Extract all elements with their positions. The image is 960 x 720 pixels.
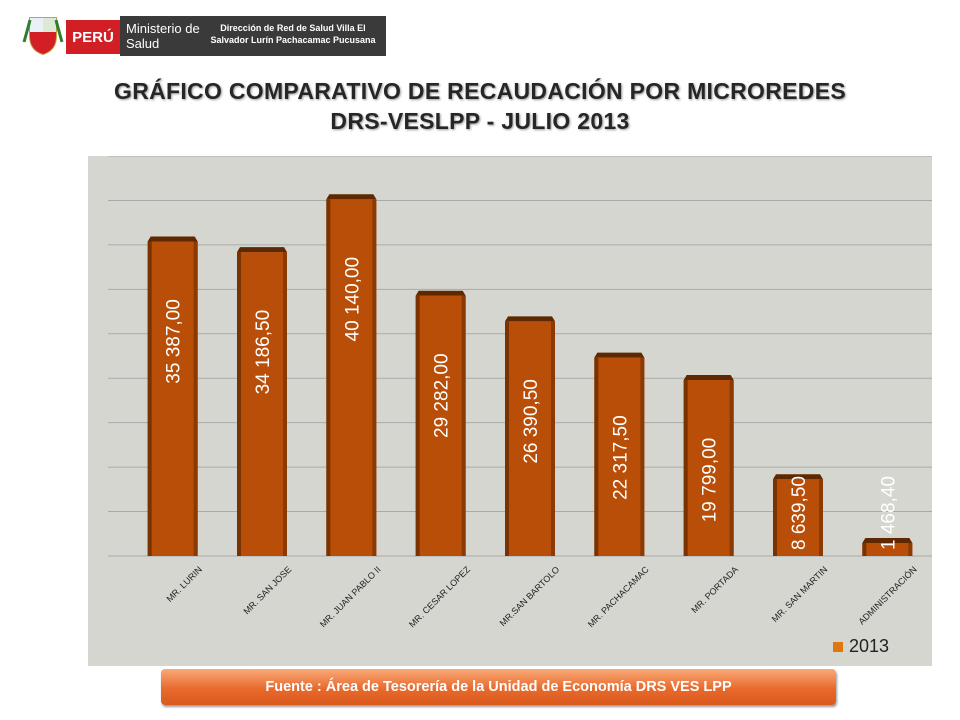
bar-top bbox=[505, 316, 555, 322]
bar-value-label: 1 468,40 bbox=[878, 476, 899, 550]
ministry-label: Ministerio de Salud bbox=[120, 16, 200, 56]
bar bbox=[594, 357, 645, 556]
legend: 2013 bbox=[833, 636, 889, 657]
bar-top bbox=[683, 375, 734, 381]
bar-value-label: 8 639,50 bbox=[789, 476, 810, 550]
category-label: MR. PORTADA bbox=[689, 564, 740, 615]
bar bbox=[683, 380, 734, 556]
bar-top bbox=[237, 247, 287, 253]
bar-side bbox=[640, 357, 645, 556]
bar-side bbox=[908, 542, 913, 556]
bar-top bbox=[862, 537, 913, 543]
logo bbox=[22, 12, 64, 56]
legend-label: 2013 bbox=[849, 636, 890, 656]
bar-value-label: 34 186,50 bbox=[253, 310, 274, 395]
bar-side bbox=[147, 241, 152, 556]
peru-label: PERÚ bbox=[66, 20, 120, 54]
bar bbox=[505, 321, 555, 556]
legend-swatch bbox=[833, 641, 843, 652]
bar bbox=[326, 199, 377, 556]
bar-value-label: 22 317,50 bbox=[610, 415, 631, 500]
source-banner: Fuente : Área de Tesorería de la Unidad … bbox=[161, 669, 836, 705]
bar-side bbox=[193, 241, 198, 556]
bar-side bbox=[683, 380, 688, 556]
bar bbox=[862, 542, 913, 556]
bar-side bbox=[551, 321, 555, 556]
category-label: MR.SAN BARTOLO bbox=[498, 564, 562, 628]
bar-side bbox=[594, 357, 599, 556]
bar-side bbox=[819, 479, 823, 556]
bar-value-label: 40 140,00 bbox=[342, 257, 363, 342]
bar-top bbox=[147, 236, 198, 242]
category-labels: MR. LURIN MR. SAN JOSE MR. JUAN PABLO II MR… bbox=[164, 564, 918, 629]
category-label: MR. SAN MARTIN bbox=[770, 564, 830, 624]
bar-side bbox=[326, 199, 331, 556]
bar-top bbox=[773, 474, 823, 480]
category-label: MR. JUAN PABLO II bbox=[318, 564, 383, 629]
category-label: MR. LURIN bbox=[164, 564, 204, 604]
bar-chart: 35 387,00 34 186,50 40 140,00 29 282,00 26 3… bbox=[108, 155, 932, 629]
bar-side bbox=[372, 199, 377, 556]
bar bbox=[147, 241, 198, 556]
bar-side bbox=[862, 542, 867, 556]
bar-side bbox=[415, 295, 420, 556]
bar bbox=[415, 295, 466, 556]
category-label: MR. PACHACAMAC bbox=[586, 564, 651, 629]
category-label: ADMINISTRACIÓN bbox=[857, 564, 919, 626]
category-label: MR. SAN JOSE bbox=[241, 564, 293, 616]
bars bbox=[147, 194, 913, 556]
category-label: MR. CESAR LOPEZ bbox=[407, 564, 472, 629]
bar-side bbox=[283, 252, 287, 556]
value-labels: 35 387,00 34 186,50 40 140,00 29 282,00 26 3… bbox=[164, 257, 900, 550]
bar-top bbox=[594, 352, 645, 358]
bar bbox=[237, 252, 287, 556]
page-title: GRÁFICO COMPARATIVO DE RECAUDACIÓN POR M… bbox=[114, 78, 846, 104]
bar-side bbox=[505, 321, 509, 556]
bar-value-label: 19 799,00 bbox=[700, 438, 721, 523]
bar-top bbox=[415, 290, 466, 296]
bar-side bbox=[729, 380, 734, 556]
bar-value-label: 35 387,00 bbox=[164, 299, 185, 384]
bar-side bbox=[461, 295, 466, 556]
bar-top bbox=[326, 194, 377, 200]
bar bbox=[773, 479, 823, 556]
direction-label: Dirección de Red de Salud Villa El Salva… bbox=[200, 16, 386, 56]
bar-value-label: 29 282,00 bbox=[432, 353, 453, 438]
bar-value-label: 26 390,50 bbox=[521, 379, 542, 464]
chart-area: 35 387,00 34 186,50 40 140,00 29 282,00 26 3… bbox=[88, 155, 932, 666]
bar-side bbox=[237, 252, 241, 556]
coat-of-arms-icon bbox=[22, 17, 64, 56]
bar-side bbox=[773, 479, 777, 556]
page-subtitle: DRS-VESLPP - JULIO 2013 bbox=[330, 108, 630, 134]
